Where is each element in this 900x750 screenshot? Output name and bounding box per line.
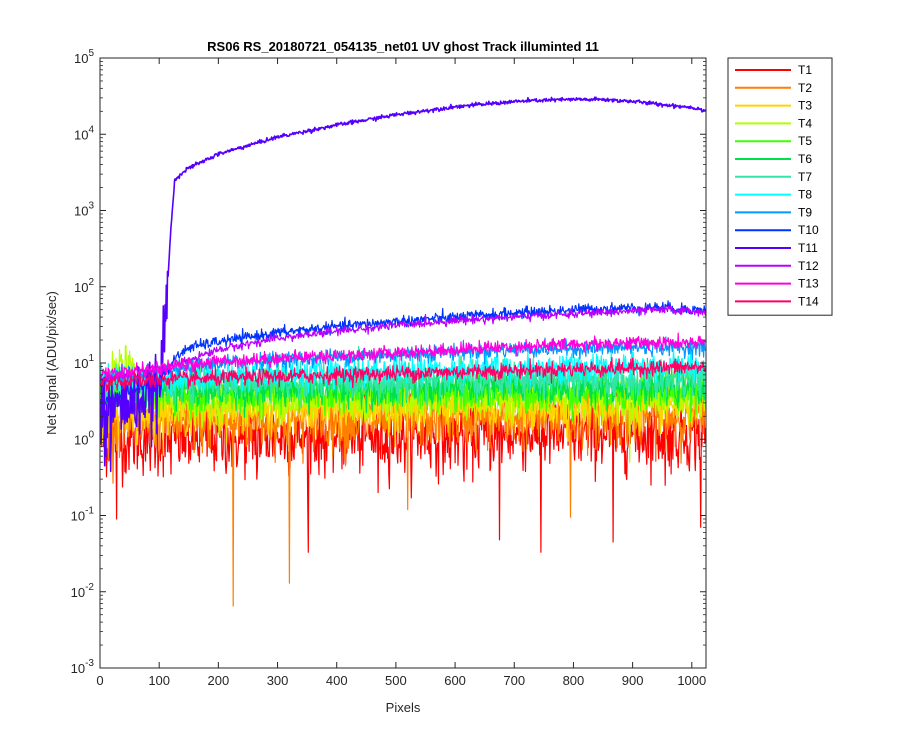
legend-label-t2: T2 [798,81,812,95]
y-tick-label: 105 [74,48,94,66]
legend-label-t8: T8 [798,188,812,202]
y-tick-label: 100 [74,429,94,447]
legend-label-t1: T1 [798,63,812,77]
series-line-t14 [100,356,707,392]
x-tick-label: 200 [208,673,230,688]
y-tick-label: 101 [74,353,94,371]
y-tick-label: 104 [74,124,94,142]
legend-label-t7: T7 [798,170,812,184]
legend-label-t5: T5 [798,134,812,148]
legend-label-t6: T6 [798,152,812,166]
y-axis-label: Net Signal (ADU/pix/sec) [44,291,59,435]
chart-title: RS06 RS_20180721_054135_net01 UV ghost T… [207,39,599,54]
axes-layer: 0 100 200 300 400 500 600 700 800 900 1000 10-3 10-2… [71,48,707,688]
x-tick-label: 300 [267,673,289,688]
x-tick-label: 400 [326,673,348,688]
legend-label-t9: T9 [798,205,812,219]
legend-label-t14: T14 [798,294,819,308]
legend-label-t10: T10 [798,223,819,237]
legend-label-t13: T13 [798,277,819,291]
y-tick-label: 102 [74,277,94,295]
legend-label-t12: T12 [798,259,819,273]
x-tick-label: 800 [563,673,585,688]
x-tick-label: 0 [96,673,103,688]
legend: T1 T2 T3 T4 T5 T6 T7 T8 T9 T10 T11 T12 T13 T14 [727,57,833,316]
y-tick-label: 10-2 [71,582,95,600]
x-tick-label: 500 [385,673,407,688]
y-tick-label: 10-3 [71,658,95,676]
series-line-t11 [99,96,707,473]
series-line-t13 [100,332,707,381]
legend-label-t3: T3 [798,99,812,113]
y-tick-label: 103 [74,201,94,219]
x-tick-label: 900 [622,673,644,688]
legend-label-t11: T11 [798,241,818,255]
series-line-t10 [100,300,707,407]
series-layer [99,96,707,607]
legend-label-t4: T4 [798,116,812,130]
x-tick-label: 600 [444,673,466,688]
x-tick-label: 700 [503,673,525,688]
x-tick-label: 100 [148,673,170,688]
y-tick-label: 10-1 [71,506,95,524]
legend-box [727,57,833,316]
x-axis-label: Pixels [386,700,421,715]
series-line-t12 [100,305,707,384]
x-tick-label: 1000 [677,673,706,688]
